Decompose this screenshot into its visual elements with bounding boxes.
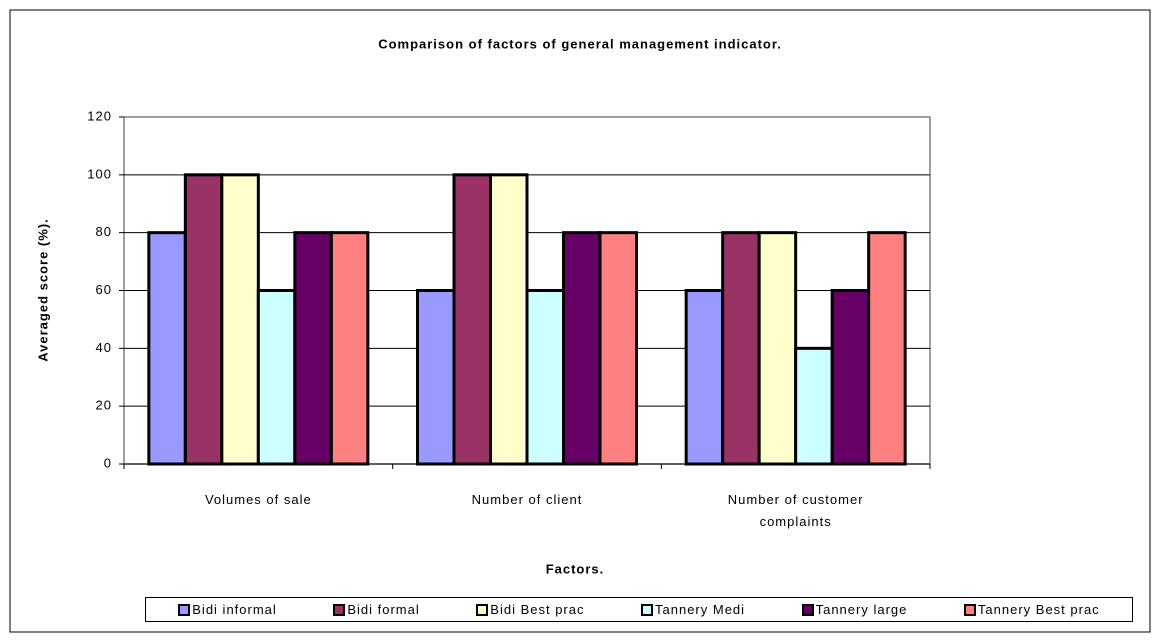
y-tick-label: 0 <box>104 455 112 470</box>
legend-label: Tannery large <box>815 602 908 617</box>
legend-label: Tannery Medi <box>655 602 746 617</box>
bar <box>721 231 761 466</box>
legend: Bidi informal Bidi formal Bidi Best prac Ta… <box>145 597 1133 622</box>
bar <box>684 289 725 466</box>
y-tick-label: 100 <box>87 166 112 181</box>
legend-item: Bidi formal <box>333 602 419 617</box>
legend-swatch <box>641 603 654 616</box>
bar <box>830 289 871 466</box>
bar <box>867 231 907 466</box>
legend-label: Tannery Best prac <box>977 602 1100 617</box>
x-axis-label: Factors. <box>546 561 605 576</box>
legend-item: Bidi informal <box>178 602 277 617</box>
bar <box>489 173 529 466</box>
bar <box>256 289 297 466</box>
legend-swatch <box>178 603 191 616</box>
y-axis-label: Averaged score (%). <box>35 218 50 362</box>
legend-label: Bidi Best prac <box>490 602 585 617</box>
legend-swatch <box>333 603 346 616</box>
legend-swatch <box>963 603 976 616</box>
x-tick-label: Number of client <box>471 492 583 507</box>
bar <box>562 231 602 466</box>
bar <box>525 289 565 466</box>
y-tick-label: 80 <box>96 224 112 239</box>
bar <box>147 231 187 466</box>
y-tick-label: 60 <box>96 282 112 297</box>
legend-swatch <box>801 603 814 616</box>
legend-swatch <box>476 603 489 616</box>
bar <box>452 173 492 466</box>
legend-item: Tannery large <box>801 602 908 617</box>
x-tick-label: Volumes of sale <box>204 492 312 507</box>
y-tick-label: 120 <box>87 108 112 123</box>
bar <box>220 173 260 466</box>
bar <box>757 231 798 466</box>
legend-item: Bidi Best prac <box>476 602 584 617</box>
chart-title: Comparison of factors of general managem… <box>378 36 782 51</box>
bar <box>293 231 333 466</box>
bar <box>183 173 224 466</box>
x-tick-label: Number of customer complaints <box>727 492 864 529</box>
chart-border <box>9 9 1151 633</box>
legend-item: Tannery Best prac <box>963 602 1100 617</box>
y-tick-label: 40 <box>96 340 112 355</box>
legend-label: Bidi formal <box>347 602 420 617</box>
bar <box>329 231 370 466</box>
bar <box>794 346 834 466</box>
legend-item: Tannery Medi <box>641 602 745 617</box>
y-tick-label: 20 <box>96 398 112 413</box>
bar <box>416 289 456 466</box>
bar <box>598 231 638 466</box>
legend-label: Bidi informal <box>192 602 277 617</box>
